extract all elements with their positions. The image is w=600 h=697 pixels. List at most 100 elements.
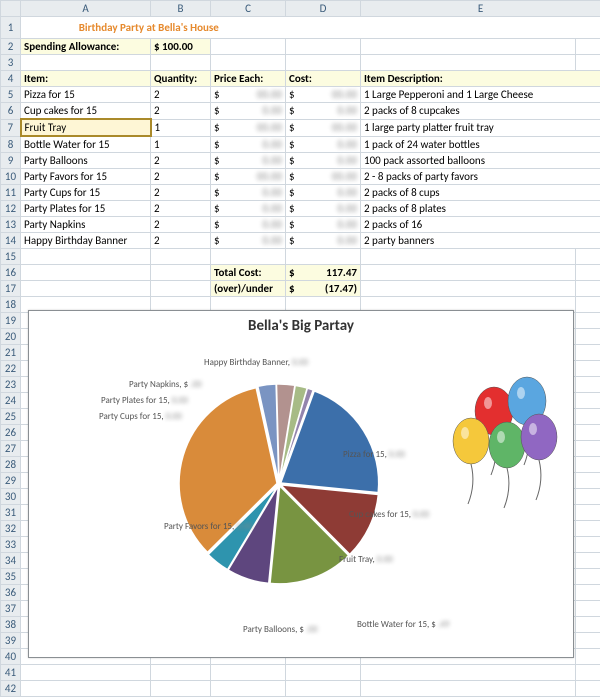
rowhdr-17[interactable]: 17 xyxy=(1,281,21,297)
cell[interactable] xyxy=(576,617,600,633)
cell[interactable] xyxy=(361,39,576,55)
cell[interactable] xyxy=(576,633,600,649)
rowhdr-34[interactable]: 34 xyxy=(1,553,21,569)
rowhdr-3[interactable]: 3 xyxy=(1,55,21,71)
item[interactable]: Cup cakes for 15 xyxy=(21,103,151,120)
item[interactable]: Pizza for 15 xyxy=(21,87,151,103)
qty[interactable]: 2 xyxy=(151,201,211,217)
rowhdr-19[interactable]: 19 xyxy=(1,313,21,329)
rowhdr-32[interactable]: 32 xyxy=(1,521,21,537)
cell[interactable] xyxy=(576,553,600,569)
select-all[interactable] xyxy=(1,1,21,17)
price[interactable]: $0.00 xyxy=(211,103,286,120)
hdr-qty[interactable]: Quantity: xyxy=(151,71,211,87)
column-header-row[interactable]: A B C D E xyxy=(1,1,600,17)
cell[interactable] xyxy=(21,265,151,281)
cell[interactable] xyxy=(576,521,600,537)
cell[interactable] xyxy=(361,681,576,697)
cost[interactable]: $0.00 xyxy=(286,136,361,153)
qty[interactable]: 2 xyxy=(151,233,211,249)
cell[interactable] xyxy=(21,681,151,697)
rowhdr-39[interactable]: 39 xyxy=(1,633,21,649)
rowhdr-13[interactable]: 13 xyxy=(1,217,21,233)
rowhdr-20[interactable]: 20 xyxy=(1,329,21,345)
cell[interactable] xyxy=(151,681,211,697)
qty[interactable]: 2 xyxy=(151,153,211,169)
rowhdr-6[interactable]: 6 xyxy=(1,103,21,120)
price[interactable]: $0.00 xyxy=(211,201,286,217)
cell[interactable] xyxy=(21,249,151,265)
cost[interactable]: $00.00 xyxy=(286,119,361,136)
cell[interactable] xyxy=(576,681,600,697)
cell[interactable] xyxy=(576,409,600,425)
cell[interactable] xyxy=(286,39,361,55)
cell[interactable] xyxy=(286,55,361,71)
cell[interactable] xyxy=(21,281,151,297)
rowhdr-2[interactable]: 2 xyxy=(1,39,21,55)
item[interactable]: Fruit Tray xyxy=(21,119,151,136)
rowhdr-11[interactable]: 11 xyxy=(1,185,21,201)
cell[interactable] xyxy=(576,313,600,329)
cell[interactable] xyxy=(361,55,576,71)
rowhdr-28[interactable]: 28 xyxy=(1,457,21,473)
chart-container[interactable]: Bella's Big Partay Pizza for 15, 0.00Cup… xyxy=(28,310,574,658)
rowhdr-4[interactable]: 4 xyxy=(1,71,21,87)
qty[interactable]: 2 xyxy=(151,169,211,185)
qty[interactable]: 2 xyxy=(151,103,211,120)
rowhdr-24[interactable]: 24 xyxy=(1,393,21,409)
desc[interactable]: 2 packs of 8 cupcakes xyxy=(361,103,600,120)
cell[interactable] xyxy=(576,489,600,505)
qty[interactable]: 1 xyxy=(151,119,211,136)
cost[interactable]: $0.00 xyxy=(286,233,361,249)
item[interactable]: Party Favors for 15 xyxy=(21,169,151,185)
rowhdr-23[interactable]: 23 xyxy=(1,377,21,393)
desc[interactable]: 2 - 8 packs of party favors xyxy=(361,169,600,185)
rowhdr-8[interactable]: 8 xyxy=(1,136,21,153)
cell[interactable] xyxy=(151,665,211,681)
cell[interactable] xyxy=(576,329,600,345)
cell[interactable] xyxy=(211,39,286,55)
rowhdr-18[interactable]: 18 xyxy=(1,297,21,313)
rowhdr-12[interactable]: 12 xyxy=(1,201,21,217)
rowhdr-22[interactable]: 22 xyxy=(1,361,21,377)
cell[interactable] xyxy=(151,55,211,71)
cell[interactable] xyxy=(576,457,600,473)
rowhdr-35[interactable]: 35 xyxy=(1,569,21,585)
cell[interactable] xyxy=(576,393,600,409)
col-D[interactable]: D xyxy=(286,1,361,17)
price[interactable]: $00.00 xyxy=(211,119,286,136)
rowhdr-9[interactable]: 9 xyxy=(1,153,21,169)
price[interactable]: $0.00 xyxy=(211,185,286,201)
hdr-cost[interactable]: Cost: xyxy=(286,71,361,87)
cell[interactable] xyxy=(151,281,211,297)
title-cell[interactable]: Birthday Party at Bella's House xyxy=(21,17,600,39)
total-value[interactable]: $117.47 xyxy=(286,265,361,281)
cell[interactable] xyxy=(286,665,361,681)
cell[interactable] xyxy=(151,249,211,265)
cell[interactable] xyxy=(576,473,600,489)
cell[interactable] xyxy=(286,249,361,265)
rowhdr-38[interactable]: 38 xyxy=(1,617,21,633)
cost[interactable]: $0.00 xyxy=(286,153,361,169)
col-B[interactable]: B xyxy=(151,1,211,17)
qty[interactable]: 2 xyxy=(151,87,211,103)
rowhdr-7[interactable]: 7 xyxy=(1,119,21,136)
cell[interactable] xyxy=(576,441,600,457)
rowhdr-21[interactable]: 21 xyxy=(1,345,21,361)
cell[interactable] xyxy=(576,585,600,601)
desc[interactable]: 2 packs of 8 cups xyxy=(361,185,600,201)
rowhdr-27[interactable]: 27 xyxy=(1,441,21,457)
cost[interactable]: $0.00 xyxy=(286,103,361,120)
cell[interactable] xyxy=(576,425,600,441)
rowhdr-15[interactable]: 15 xyxy=(1,249,21,265)
cost[interactable]: $0.00 xyxy=(286,217,361,233)
cost[interactable]: $0.00 xyxy=(286,185,361,201)
cell[interactable] xyxy=(286,681,361,697)
item[interactable]: Party Napkins xyxy=(21,217,151,233)
cell[interactable] xyxy=(576,39,600,55)
cell[interactable] xyxy=(576,505,600,521)
cell[interactable] xyxy=(576,569,600,585)
over-value[interactable]: $(17.47) xyxy=(286,281,361,297)
cell[interactable] xyxy=(21,665,151,681)
rowhdr-36[interactable]: 36 xyxy=(1,585,21,601)
